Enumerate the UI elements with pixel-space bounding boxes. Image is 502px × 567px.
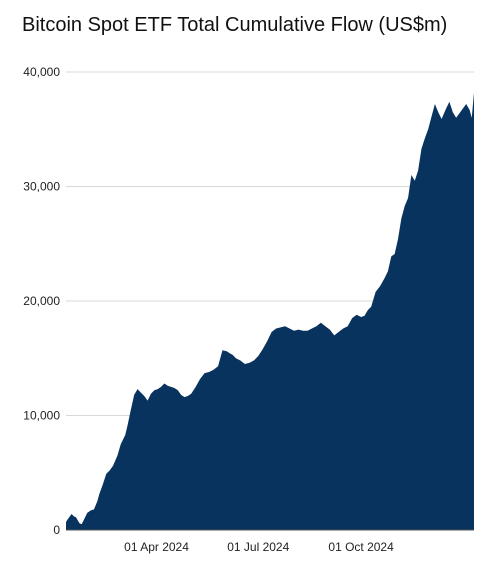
y-tick-label: 0 [53, 523, 60, 537]
x-tick-label: 01 Apr 2024 [124, 540, 189, 554]
series-area [66, 92, 474, 531]
y-tick-label: 30,000 [23, 180, 60, 194]
y-tick-label: 20,000 [23, 294, 60, 308]
chart-title: Bitcoin Spot ETF Total Cumulative Flow (… [22, 14, 448, 36]
y-tick-label: 10,000 [23, 409, 60, 423]
x-tick-label: 01 Oct 2024 [328, 540, 394, 554]
x-tick-label: 01 Jul 2024 [227, 540, 289, 554]
y-tick-label: 40,000 [23, 65, 60, 79]
